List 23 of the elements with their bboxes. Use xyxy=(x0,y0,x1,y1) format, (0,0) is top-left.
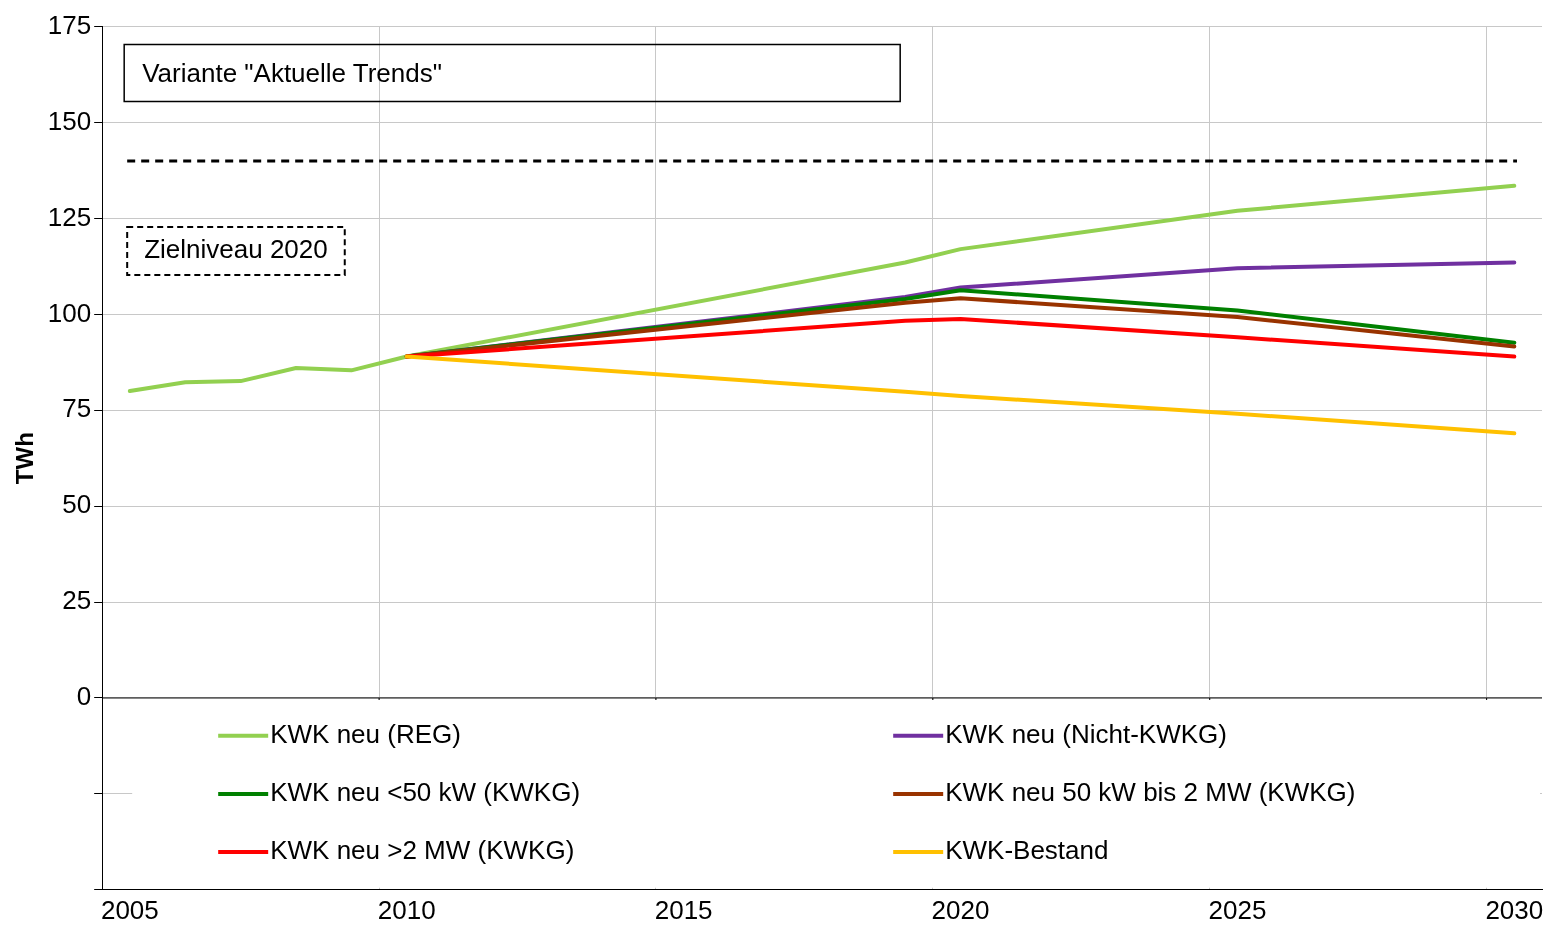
x-tick-label: 2005 xyxy=(100,894,159,925)
legend-label: KWK neu 50 kW bis 2 MW (KWKG) xyxy=(945,777,1356,808)
y-tick-label: 25 xyxy=(62,585,92,616)
legend-label: KWK neu (REG) xyxy=(270,718,461,749)
y-tick-label: 0 xyxy=(76,681,92,712)
y-tick-label: 100 xyxy=(47,297,92,328)
x-tick-label: 2020 xyxy=(931,894,990,925)
x-tick-label: 2025 xyxy=(1208,894,1267,925)
legend-label: KWK neu <50 kW (KWKG) xyxy=(270,777,581,808)
legend-label: KWK neu >2 MW (KWKG) xyxy=(270,835,575,866)
y-tick-label: 150 xyxy=(47,105,92,136)
ref-line-label: Zielniveau 2020 xyxy=(144,234,328,265)
y-axis-title: TWh xyxy=(11,432,39,485)
y-tick-label: 50 xyxy=(62,489,92,520)
x-tick-label: 2030 xyxy=(1485,894,1544,925)
y-tick-label: 125 xyxy=(47,201,92,232)
text: Variante "Aktuelle Trends" xyxy=(142,57,442,88)
x-tick-label: 2010 xyxy=(377,894,436,925)
y-tick-label: 175 xyxy=(47,9,92,40)
legend-label: KWK-Bestand xyxy=(945,835,1109,866)
y-tick-label: 75 xyxy=(62,393,92,424)
legend-label: KWK neu (Nicht-KWKG) xyxy=(945,718,1227,749)
x-tick-label: 2015 xyxy=(654,894,713,925)
